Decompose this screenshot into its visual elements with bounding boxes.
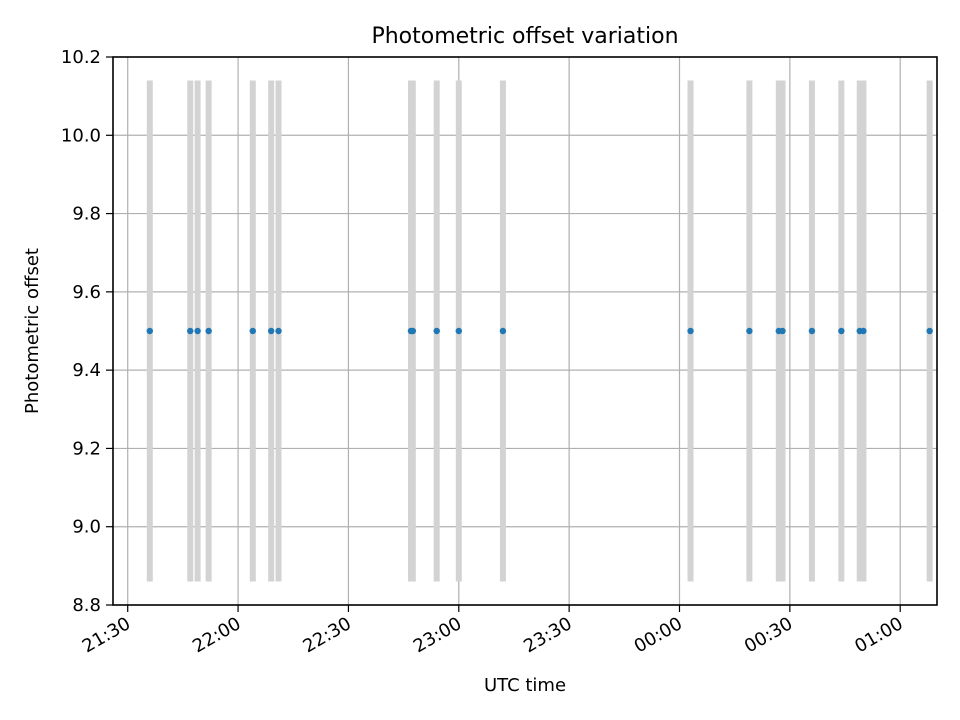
data-point [205, 327, 212, 335]
data-point [409, 327, 417, 335]
y-tick-label: 8.8 [72, 595, 101, 616]
data-point [194, 327, 201, 335]
data-point [779, 327, 786, 335]
data-point [433, 327, 440, 335]
data-point [687, 327, 694, 335]
data-point [187, 327, 194, 335]
x-axis-label: UTC time [484, 675, 566, 696]
y-tick-label: 10.0 [61, 125, 101, 146]
data-point [746, 327, 753, 335]
y-tick-label: 9.2 [72, 438, 101, 459]
chart-title: Photometric offset variation [371, 24, 678, 49]
data-point [267, 327, 275, 335]
y-tick-label: 9.0 [72, 517, 101, 538]
data-point [249, 327, 256, 335]
y-tick-label: 10.2 [61, 47, 101, 68]
data-point [275, 327, 282, 335]
plot-frame [112, 56, 938, 606]
data-point [808, 327, 816, 335]
data-point [499, 327, 507, 335]
data-point [926, 327, 933, 335]
data-points [146, 327, 933, 335]
y-tick-label: 9.8 [72, 204, 101, 225]
y-axis-label: Photometric offset [22, 248, 43, 414]
data-point [455, 327, 462, 335]
y-tick-label: 9.4 [72, 360, 101, 381]
data-point [146, 327, 153, 335]
y-tick-label: 9.6 [72, 282, 101, 303]
data-point [860, 327, 867, 335]
y-axis-ticks: 8.8 9.0 9.2 9.4 9.6 9.8 10.0 10.2 [61, 47, 113, 616]
data-point [838, 327, 845, 335]
